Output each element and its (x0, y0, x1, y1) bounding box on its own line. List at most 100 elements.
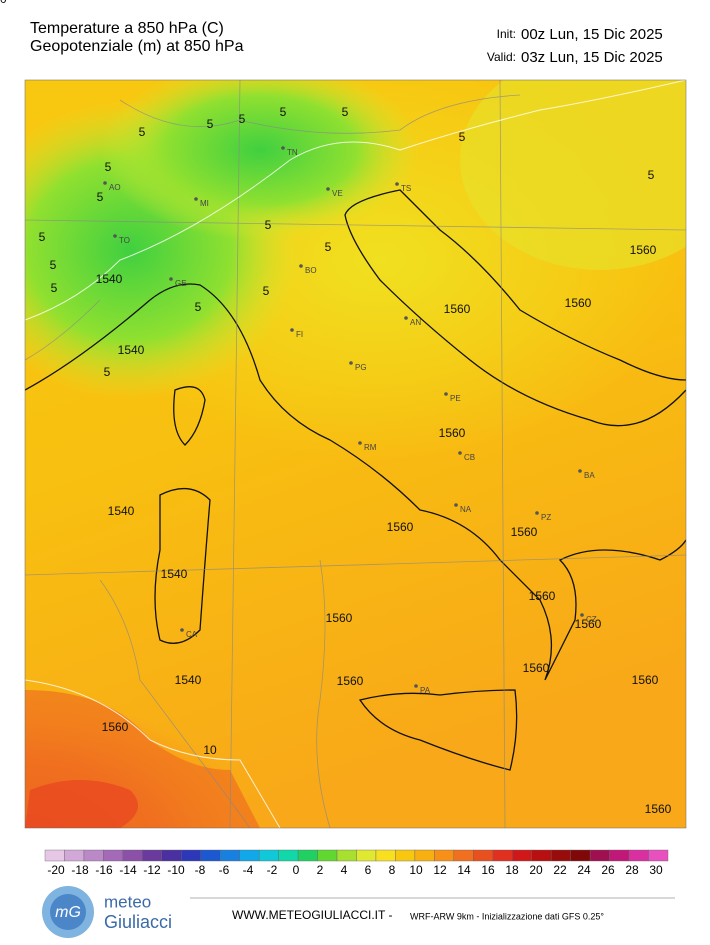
valid-label: Valid: (487, 50, 516, 64)
city-dot (299, 264, 303, 268)
contour-label: 5 (459, 130, 466, 144)
city-dot (358, 441, 362, 445)
colorbar-swatch (356, 849, 377, 862)
city-label: CB (464, 453, 475, 462)
colorbar-tick-label: 26 (601, 863, 615, 877)
city-dot (414, 684, 418, 688)
contour-label: 5 (342, 105, 349, 119)
city-dot (580, 613, 584, 617)
contour-label: 5 (195, 300, 202, 314)
site: WWW.METEOGIULIACCI.IT - (232, 908, 392, 922)
colorbar-swatch (200, 849, 221, 862)
contour-label: 5 (280, 105, 287, 119)
city-dot (113, 234, 117, 238)
city-dot (103, 181, 107, 185)
city-label: FI (296, 330, 303, 339)
city-label: BA (584, 471, 595, 480)
colorbar-tick-label: -10 (167, 863, 185, 877)
contour-label: 1560 (444, 302, 471, 316)
colorbar-swatch (395, 849, 416, 862)
colorbar-tick-label: 2 (317, 863, 324, 877)
valid-value: 03z Lun, 15 Dic 2025 (521, 49, 663, 66)
colorbar-tick-label: -8 (195, 863, 206, 877)
city-label: PA (420, 686, 431, 695)
contour-label: 5 (139, 125, 146, 139)
city-label: GE (175, 279, 187, 288)
colorbar-tick-label: 28 (625, 863, 639, 877)
contour-label: 5 (648, 168, 655, 182)
city-label: TN (287, 148, 298, 157)
colorbar-swatch (220, 849, 240, 862)
contour-label: 5 (105, 160, 112, 174)
city-label: CA (186, 630, 198, 639)
city-dot (444, 392, 448, 396)
contour-label: 1560 (337, 674, 364, 688)
colorbar-swatch (473, 849, 493, 862)
contour-label: 1540 (161, 567, 188, 581)
init-label: Init: (497, 27, 516, 41)
colorbar-tick-label: 14 (457, 863, 471, 877)
contour-label: 1560 (102, 720, 129, 734)
colorbar-tick-label: 18 (505, 863, 519, 877)
city-label: VE (332, 189, 343, 198)
contour-label: 5 (263, 284, 270, 298)
colorbar-tick-label: -20 (47, 863, 65, 877)
city-dot (535, 511, 539, 515)
title-line: Temperature a 850 hPa (C) (30, 20, 224, 37)
city-label: MI (200, 199, 209, 208)
contour-label: 10 (0, 0, 7, 6)
contour-label: 1560 (511, 525, 538, 539)
city-dot (458, 451, 462, 455)
colorbar-tick-label: 22 (553, 863, 567, 877)
city-label: PG (355, 363, 367, 372)
city-label: AN (410, 318, 421, 327)
city-label: RM (364, 443, 377, 452)
colorbar-swatch (317, 849, 338, 862)
city-label: TO (119, 236, 130, 245)
city-dot (578, 469, 582, 473)
colorbar-swatch (589, 849, 610, 862)
init-value: 00z Lun, 15 Dic 2025 (521, 26, 663, 43)
colorbar-swatch (414, 849, 435, 862)
city-dot (349, 361, 353, 365)
contour-label: 1560 (630, 243, 657, 257)
contour-label: 5 (50, 258, 57, 272)
colorbar-swatch (278, 849, 299, 862)
colorbar-tick-label: 16 (481, 863, 495, 877)
colorbar-swatch (609, 849, 630, 862)
contour-label: 1560 (575, 617, 602, 631)
contour-label: 1560 (387, 520, 414, 534)
colorbar-tick-label: 0 (293, 863, 300, 877)
colorbar-swatch (161, 849, 182, 862)
contour-label: 1540 (96, 272, 123, 286)
colorbar-tick-label: -14 (119, 863, 137, 877)
colorbar-swatch (83, 849, 104, 862)
contour-label: 5 (104, 365, 111, 379)
city-dot (180, 628, 184, 632)
colorbar-swatch (336, 849, 357, 862)
colorbar-swatch (570, 849, 591, 862)
title-line: Geopotenziale (m) at 850 hPa (30, 38, 244, 55)
city-label: NA (460, 505, 472, 514)
contour-label: 5 (265, 218, 272, 232)
model-info: WRF-ARW 9km - Inizializzazione dati GFS … (410, 911, 604, 921)
city-dot (454, 503, 458, 507)
contour-label: 1540 (108, 504, 135, 518)
brand-top: meteo (104, 892, 151, 911)
city-label: PZ (541, 513, 551, 522)
colorbar-swatch (258, 849, 279, 862)
colorbar-tick-label: -4 (243, 863, 254, 877)
brand-bottom: Giuliacci (104, 912, 172, 932)
colorbar-tick-label: 24 (577, 863, 591, 877)
logo-inner (50, 894, 86, 930)
contour-label: 1560 (632, 673, 659, 687)
contour-label: 1560 (645, 802, 672, 816)
city-dot (281, 146, 285, 150)
city-label: AO (109, 183, 121, 192)
city-label: BO (305, 266, 317, 275)
contour-label: 1540 (175, 673, 202, 687)
city-dot (404, 316, 408, 320)
city-dot (169, 277, 173, 281)
colorbar-tick-label: 8 (389, 863, 396, 877)
